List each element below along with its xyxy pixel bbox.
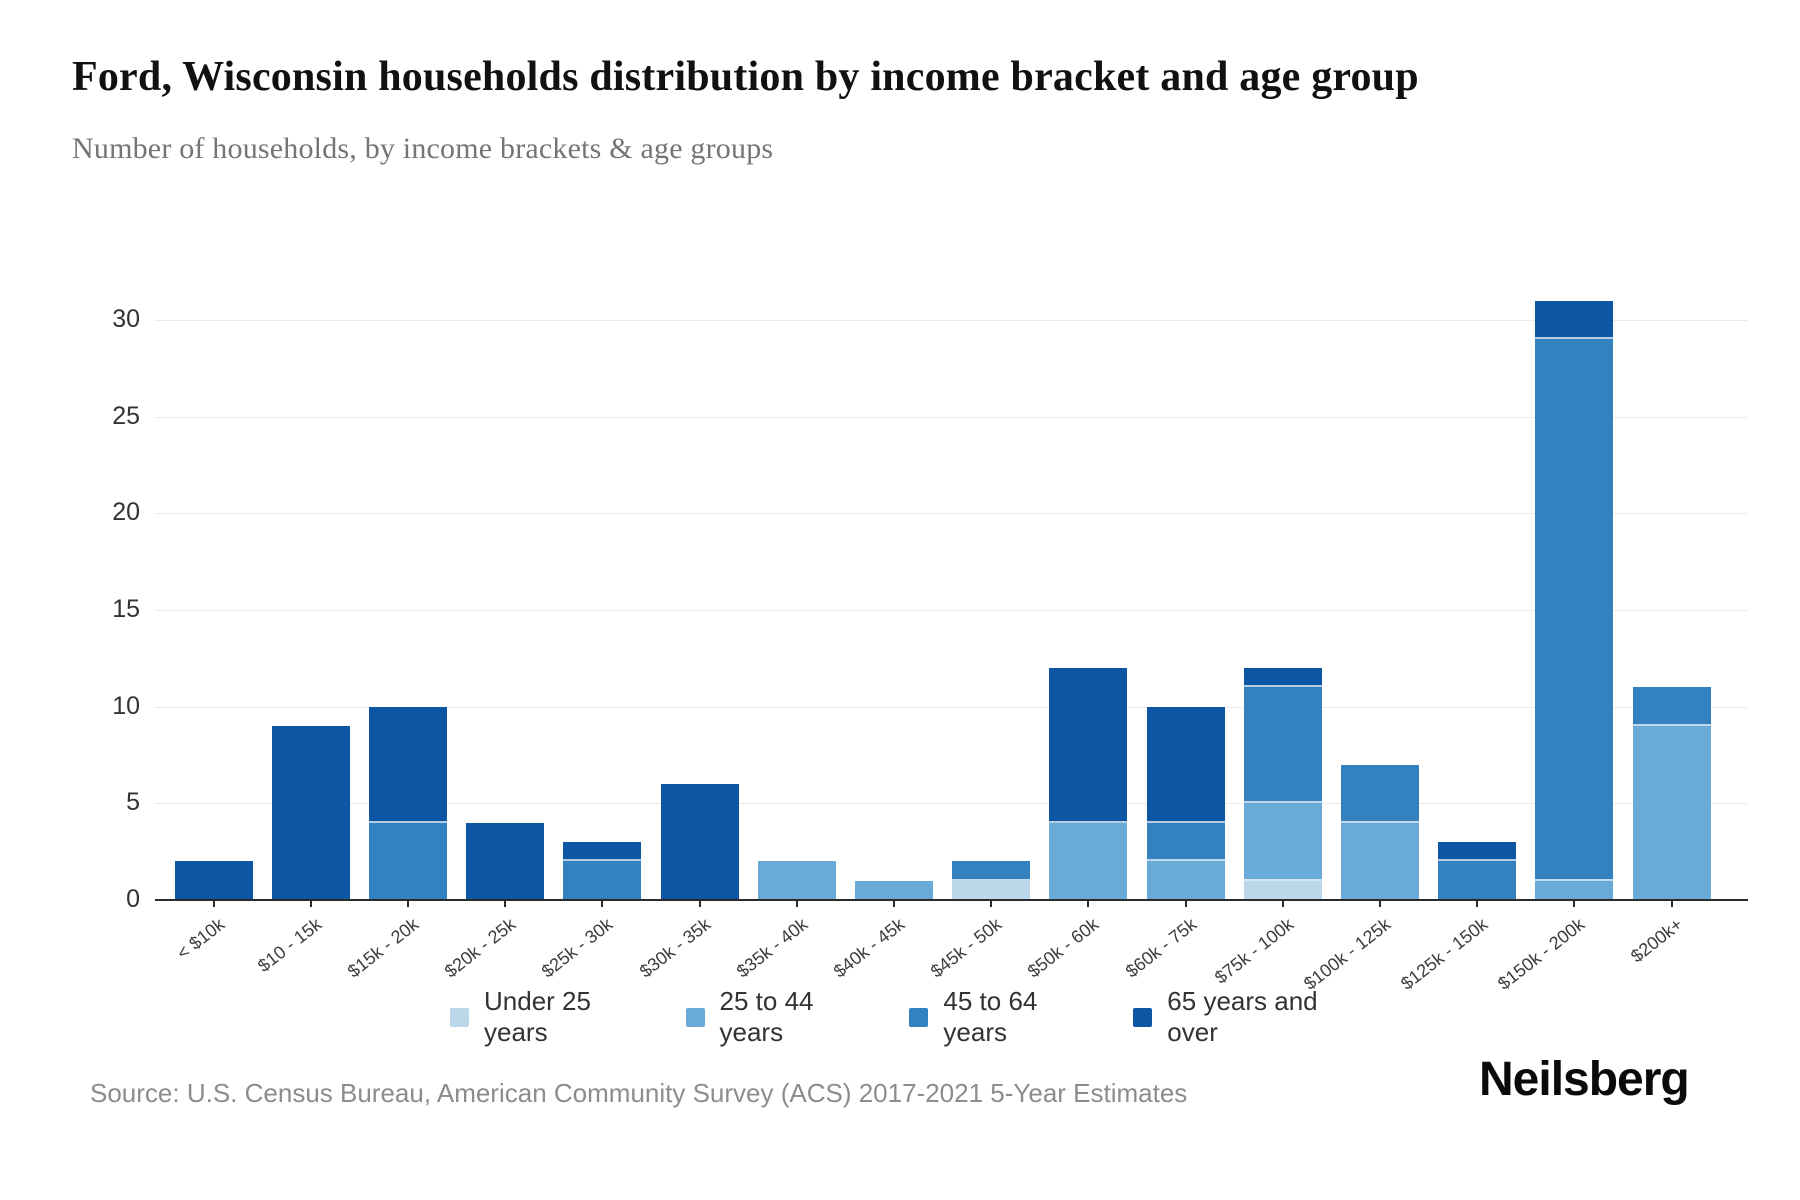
legend-label: 45 to 64 years bbox=[943, 986, 1038, 1047]
bar-segment[interactable] bbox=[1535, 339, 1614, 881]
bar-segment[interactable] bbox=[854, 880, 933, 900]
axis-tick bbox=[1184, 901, 1187, 907]
bar-segment[interactable] bbox=[1632, 726, 1711, 900]
bar-segment[interactable] bbox=[1146, 861, 1225, 900]
axis-tick bbox=[892, 901, 895, 907]
gridline bbox=[155, 513, 1748, 515]
axis-tick bbox=[1378, 901, 1381, 907]
legend-item[interactable]: Under 25 years bbox=[450, 986, 640, 1048]
x-tick-label: $125k - 150k bbox=[1397, 914, 1492, 994]
axis-tick bbox=[990, 901, 993, 907]
legend-label: 25 to 44 years bbox=[719, 986, 814, 1047]
x-axis-line bbox=[155, 899, 1748, 901]
brand-logo: Neilsberg bbox=[1479, 1053, 1690, 1106]
bar-segment[interactable] bbox=[1632, 687, 1711, 727]
bar-segment[interactable] bbox=[1340, 822, 1419, 900]
bar-segment[interactable] bbox=[757, 861, 836, 900]
bar-segment[interactable] bbox=[1146, 822, 1225, 862]
chart-title: Ford, Wisconsin households distribution … bbox=[72, 54, 1419, 100]
legend-label: Under 25 years bbox=[484, 986, 591, 1047]
bar-segment[interactable] bbox=[1146, 706, 1225, 823]
chart-subtitle: Number of households, by income brackets… bbox=[72, 131, 774, 165]
y-tick-label: 0 bbox=[126, 885, 140, 913]
axis-tick bbox=[795, 901, 798, 907]
legend: Under 25 years 25 to 44 years 45 to 64 yea… bbox=[450, 986, 1350, 1048]
legend-item[interactable]: 25 to 44 years bbox=[685, 986, 864, 1048]
chart-header: Ford, Wisconsin households distribution … bbox=[72, 50, 1472, 166]
bar-segment[interactable] bbox=[563, 842, 642, 862]
bar-segment[interactable] bbox=[1535, 300, 1614, 340]
legend-swatch bbox=[450, 1007, 469, 1027]
axis-tick bbox=[698, 901, 701, 907]
bar-segment[interactable] bbox=[368, 822, 447, 900]
legend-item[interactable]: 65 years and over bbox=[1133, 986, 1350, 1048]
bar-segment[interactable] bbox=[174, 861, 253, 900]
y-tick-label: 5 bbox=[126, 788, 140, 817]
y-tick-label: 15 bbox=[112, 595, 140, 624]
gridline bbox=[155, 803, 1748, 805]
axis-tick bbox=[212, 901, 215, 907]
bar-segment[interactable] bbox=[563, 861, 642, 900]
axis-tick bbox=[1476, 901, 1479, 907]
gridline bbox=[155, 610, 1748, 612]
bar-segment[interactable] bbox=[271, 726, 350, 900]
bar-segment[interactable] bbox=[1243, 668, 1322, 688]
axis-tick bbox=[406, 901, 409, 907]
bar-segment[interactable] bbox=[1049, 822, 1128, 900]
gridline bbox=[155, 416, 1748, 418]
legend-swatch bbox=[1133, 1007, 1153, 1027]
axis-tick bbox=[1670, 901, 1673, 907]
legend-swatch bbox=[685, 1007, 705, 1027]
y-tick-label: 25 bbox=[112, 401, 140, 430]
bar-segment[interactable] bbox=[1438, 842, 1517, 862]
axis-tick bbox=[1087, 901, 1090, 907]
y-tick-label: 20 bbox=[112, 498, 140, 527]
y-tick-label: 30 bbox=[112, 305, 140, 334]
legend-item[interactable]: 45 to 64 years bbox=[909, 986, 1087, 1048]
bar-segment[interactable] bbox=[660, 784, 739, 900]
x-tick-label: $10 - 15k bbox=[253, 914, 326, 976]
x-tick-label: $15k - 20k bbox=[343, 914, 423, 982]
gridline bbox=[155, 706, 1748, 708]
bar-segment[interactable] bbox=[1340, 764, 1419, 823]
axis-tick bbox=[1573, 901, 1576, 907]
axis-tick bbox=[309, 901, 312, 907]
axis-tick bbox=[1281, 901, 1284, 907]
bar-segment[interactable] bbox=[368, 706, 447, 823]
bar-segment[interactable] bbox=[952, 861, 1031, 881]
x-tick-label: < $10k bbox=[172, 914, 228, 964]
bar-segment[interactable] bbox=[1438, 861, 1517, 900]
bar-segment[interactable] bbox=[1243, 880, 1322, 900]
bar-segment[interactable] bbox=[1243, 803, 1322, 881]
y-tick-label: 10 bbox=[112, 691, 140, 720]
legend-swatch bbox=[909, 1007, 929, 1027]
bar-segment[interactable] bbox=[952, 880, 1031, 900]
bar-segment[interactable] bbox=[1049, 668, 1128, 823]
source-note: Source: U.S. Census Bureau, American Com… bbox=[90, 1078, 1188, 1108]
gridline bbox=[155, 320, 1748, 322]
bar-segment[interactable] bbox=[466, 822, 545, 900]
legend-label: 65 years and over bbox=[1167, 986, 1318, 1047]
bar-segment[interactable] bbox=[1243, 687, 1322, 804]
axis-tick bbox=[504, 901, 507, 907]
axis-tick bbox=[601, 901, 604, 907]
bar-segment[interactable] bbox=[1535, 880, 1614, 900]
